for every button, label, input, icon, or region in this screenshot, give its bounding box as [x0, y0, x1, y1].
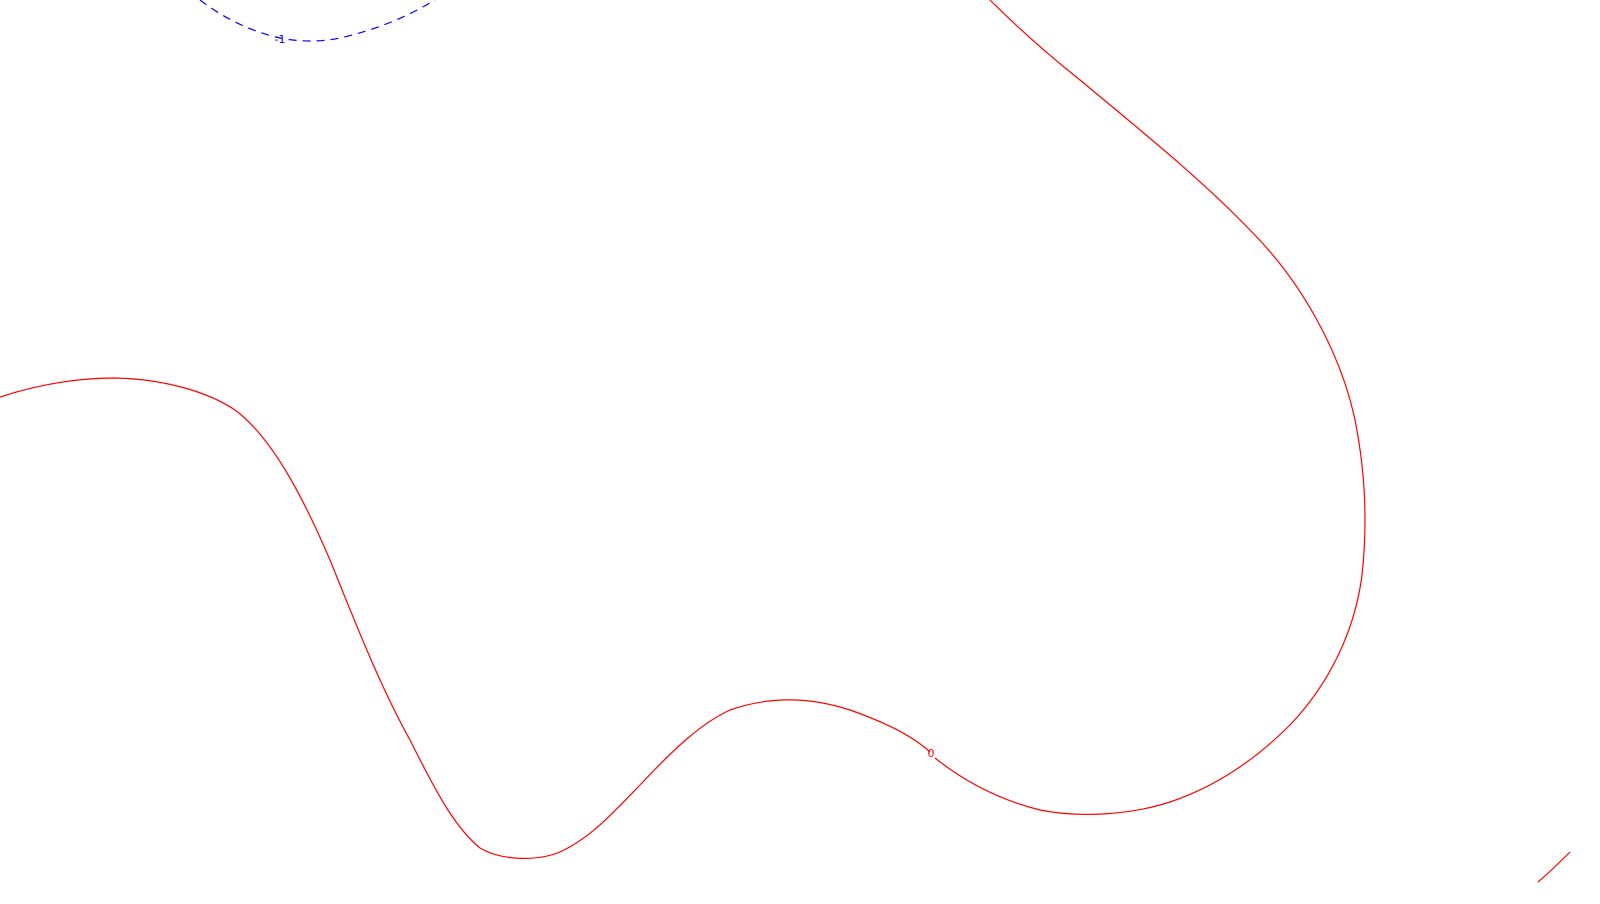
contour-line-level-0-seg-0 [0, 377, 931, 859]
contour-label-0: 0 [928, 747, 935, 760]
contour-line-level-neg1-seg-0 [199, 0, 436, 42]
contour-label-neg1: -1 [275, 33, 286, 46]
contour-line-level-0-seg-2 [1537, 851, 1571, 883]
contour-line-level-0-seg-1 [934, 0, 1366, 815]
